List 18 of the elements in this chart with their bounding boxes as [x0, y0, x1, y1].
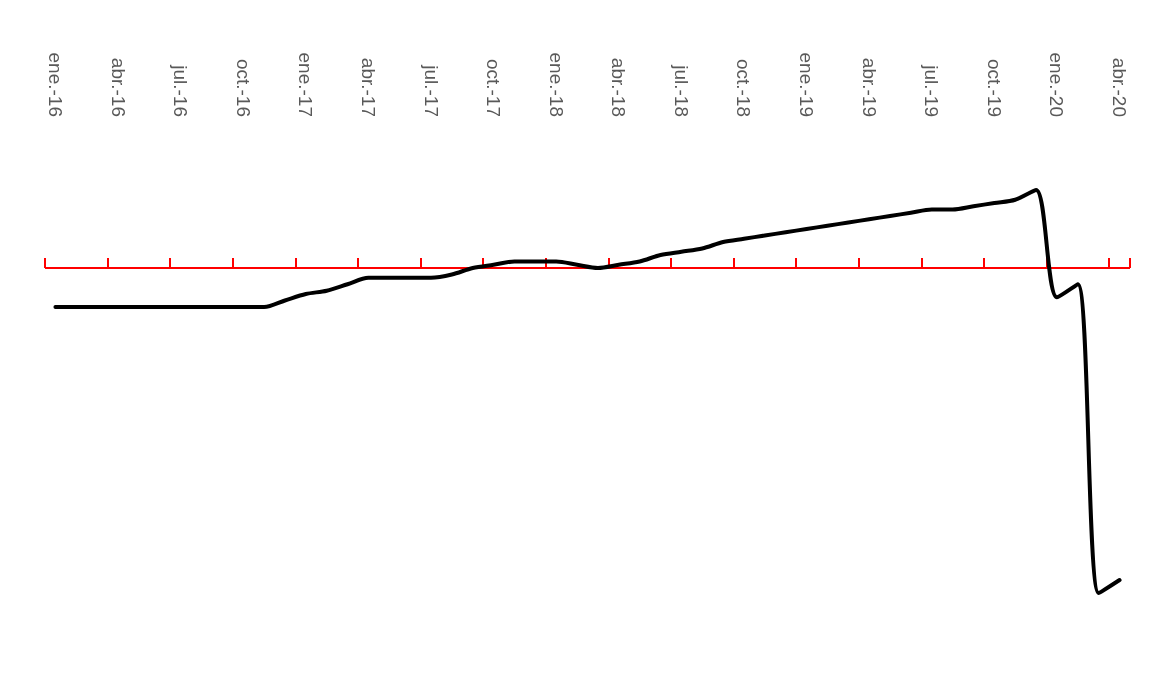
x-tick-label: jul.-16: [170, 64, 192, 117]
x-tick-label: oct.-16: [232, 58, 254, 117]
x-tick-label: ene.-19: [796, 52, 818, 117]
x-tick-label: ene.-18: [545, 52, 567, 117]
x-tick-label: ene.-20: [1046, 52, 1068, 117]
x-tick-label: abr.-18: [608, 57, 630, 117]
x-tick-label: oct.-18: [733, 58, 755, 117]
x-tick-label: oct.-17: [483, 58, 505, 117]
x-tick-label: jul.-17: [420, 64, 442, 117]
x-tick-label: ene.-16: [44, 52, 66, 117]
x-tick-label: abr.-20: [1109, 57, 1131, 117]
x-tick-label: jul.-19: [921, 64, 943, 117]
x-tick-label: jul.-18: [670, 64, 692, 117]
x-tick-label: abr.-19: [858, 57, 880, 117]
x-tick-label: abr.-16: [107, 57, 129, 117]
x-tick-label: abr.-17: [357, 57, 379, 117]
x-tick-label: ene.-17: [295, 52, 317, 117]
x-tick-label: oct.-19: [983, 58, 1005, 117]
